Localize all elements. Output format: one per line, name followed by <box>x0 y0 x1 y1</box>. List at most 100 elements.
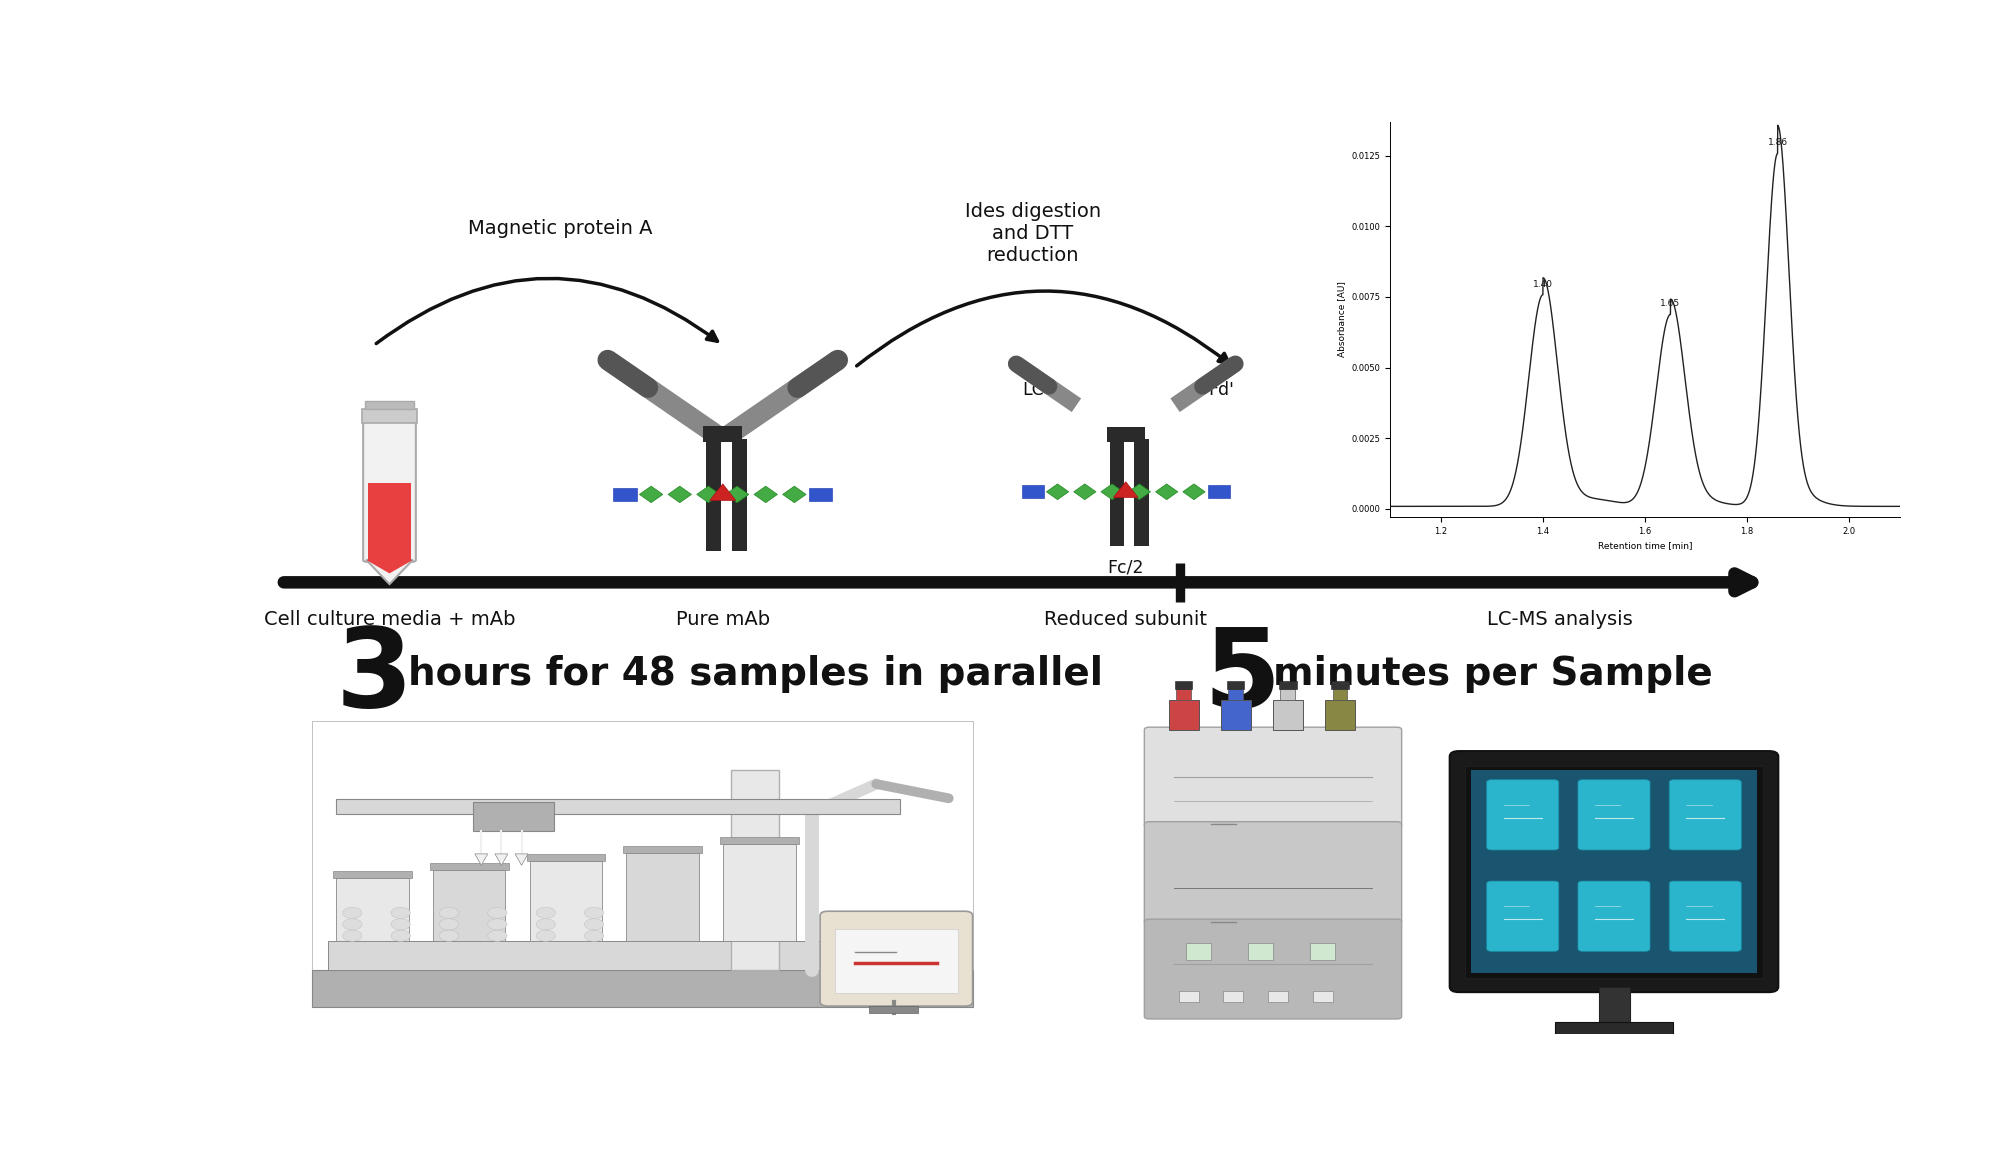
Bar <box>1556 1023 1672 1034</box>
Circle shape <box>440 919 458 930</box>
Circle shape <box>536 919 556 930</box>
Circle shape <box>342 930 362 941</box>
Bar <box>368 482 412 560</box>
Polygon shape <box>1100 483 1124 500</box>
Bar <box>1332 689 1348 701</box>
Circle shape <box>342 919 362 930</box>
Bar <box>336 799 900 813</box>
Bar <box>724 844 796 941</box>
Bar <box>868 1006 918 1013</box>
Bar <box>432 870 506 941</box>
Bar <box>706 439 722 551</box>
Circle shape <box>488 919 508 930</box>
Bar <box>732 769 780 970</box>
Bar <box>720 837 798 844</box>
Bar <box>1110 439 1124 546</box>
X-axis label: Retention time [min]: Retention time [min] <box>1598 541 1692 551</box>
FancyBboxPatch shape <box>1578 881 1650 952</box>
Polygon shape <box>782 486 806 503</box>
Bar <box>808 488 832 501</box>
Bar <box>1106 426 1144 442</box>
Bar <box>526 854 606 861</box>
Bar <box>364 401 414 409</box>
Polygon shape <box>1114 482 1138 497</box>
Bar <box>1168 701 1198 730</box>
Polygon shape <box>1074 483 1096 500</box>
Circle shape <box>488 930 508 941</box>
Text: Fc/2: Fc/2 <box>1108 558 1144 576</box>
FancyBboxPatch shape <box>364 422 416 561</box>
Bar <box>1312 991 1332 1002</box>
FancyBboxPatch shape <box>1450 751 1778 992</box>
FancyBboxPatch shape <box>1144 822 1402 925</box>
Polygon shape <box>1128 483 1150 500</box>
Polygon shape <box>494 854 508 866</box>
Circle shape <box>584 908 604 918</box>
Bar <box>328 941 940 970</box>
FancyBboxPatch shape <box>1486 881 1558 952</box>
Bar <box>474 802 554 831</box>
FancyBboxPatch shape <box>1486 780 1558 849</box>
Circle shape <box>584 930 604 941</box>
Bar <box>1134 439 1148 546</box>
Bar <box>624 846 702 853</box>
Polygon shape <box>754 486 778 503</box>
FancyBboxPatch shape <box>1670 780 1742 849</box>
Circle shape <box>536 930 556 941</box>
Polygon shape <box>710 483 736 501</box>
Bar <box>336 878 408 941</box>
Text: 1.65: 1.65 <box>1660 300 1680 308</box>
Text: Pure mAb: Pure mAb <box>676 610 770 629</box>
Text: Reduced subunit: Reduced subunit <box>1044 610 1208 629</box>
Bar <box>1332 681 1348 689</box>
Circle shape <box>390 930 410 941</box>
Text: 1.86: 1.86 <box>1768 138 1788 148</box>
Bar <box>1248 942 1274 960</box>
Polygon shape <box>696 486 720 503</box>
Bar <box>732 439 746 551</box>
Text: LC: LC <box>1022 381 1044 400</box>
Circle shape <box>584 919 604 930</box>
Polygon shape <box>1156 483 1178 500</box>
Bar <box>626 853 698 941</box>
Polygon shape <box>1182 483 1206 500</box>
Circle shape <box>440 908 458 918</box>
Bar <box>1280 681 1296 689</box>
FancyBboxPatch shape <box>1144 919 1402 1019</box>
Bar <box>1280 689 1296 701</box>
Text: Ides digestion
and DTT
reduction: Ides digestion and DTT reduction <box>964 202 1100 265</box>
Text: Cell culture media + mAb: Cell culture media + mAb <box>264 610 516 629</box>
Bar <box>1472 770 1756 973</box>
Text: 3: 3 <box>336 623 412 730</box>
Bar <box>312 970 972 1007</box>
Polygon shape <box>668 486 692 503</box>
Polygon shape <box>726 486 748 503</box>
Bar <box>1208 486 1230 498</box>
Polygon shape <box>366 560 412 584</box>
Bar <box>362 409 418 423</box>
Bar <box>334 872 412 878</box>
Text: hours for 48 samples in parallel: hours for 48 samples in parallel <box>408 654 1104 693</box>
Text: 1.40: 1.40 <box>1534 280 1552 288</box>
Bar <box>312 720 972 1007</box>
Polygon shape <box>1046 483 1068 500</box>
Bar <box>430 862 508 870</box>
Circle shape <box>342 908 362 918</box>
Bar <box>1466 766 1762 977</box>
Bar <box>614 488 636 501</box>
Bar <box>1220 701 1250 730</box>
Bar <box>1176 681 1192 689</box>
FancyBboxPatch shape <box>1144 727 1402 827</box>
Circle shape <box>536 908 556 918</box>
Polygon shape <box>474 854 488 866</box>
Bar <box>834 928 958 994</box>
FancyBboxPatch shape <box>1578 780 1650 849</box>
Bar <box>1224 991 1244 1002</box>
Text: Fd': Fd' <box>1208 381 1234 400</box>
Bar <box>530 861 602 941</box>
Text: Magnetic protein A: Magnetic protein A <box>468 220 652 238</box>
Y-axis label: Absorbance [AU]: Absorbance [AU] <box>1336 281 1346 358</box>
Circle shape <box>390 919 410 930</box>
Bar <box>1022 486 1044 498</box>
Bar <box>1228 689 1244 701</box>
